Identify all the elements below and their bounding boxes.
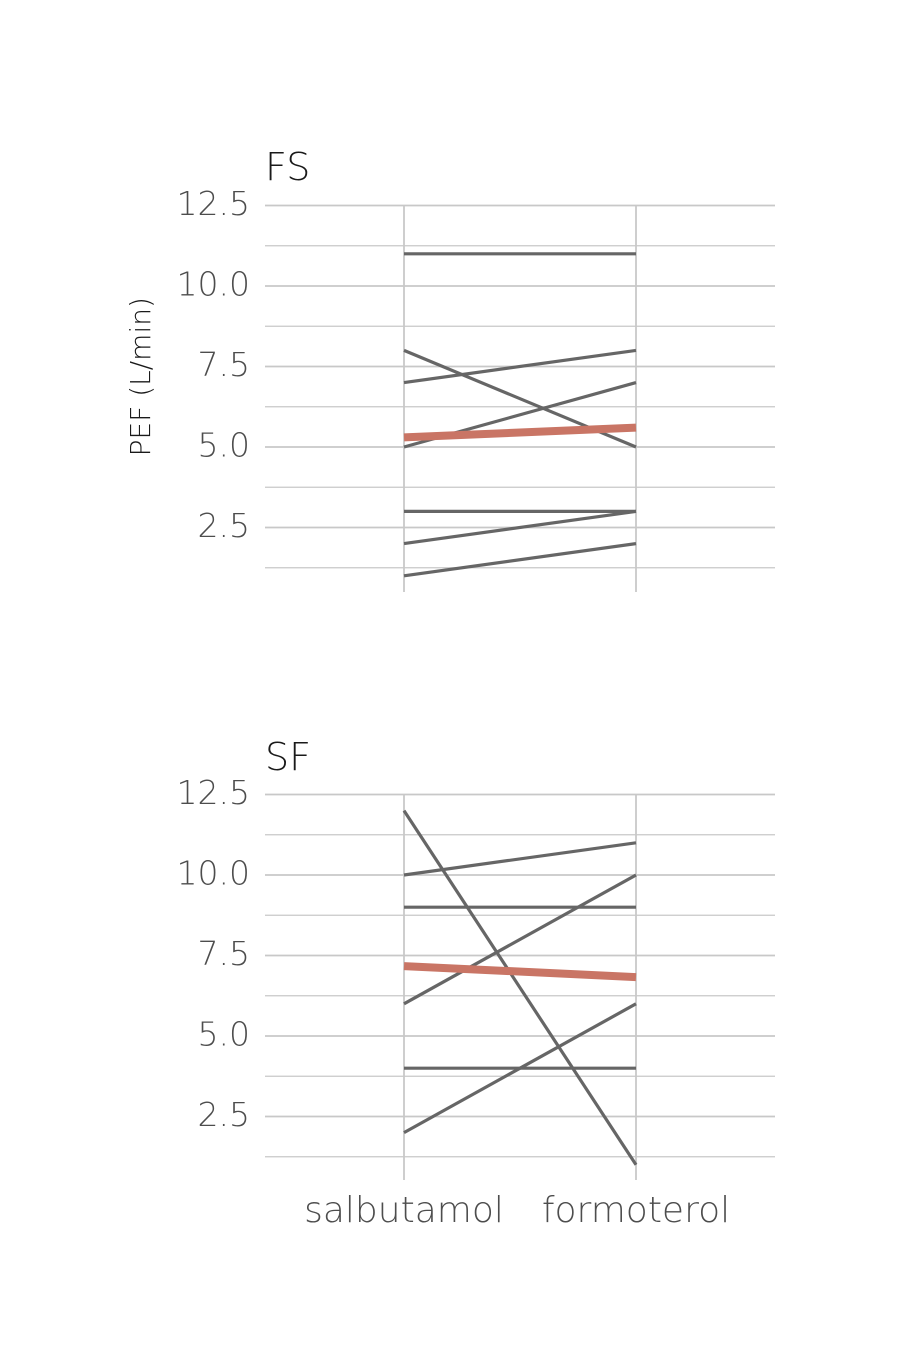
y-tick-label: 5.0 <box>198 1015 250 1054</box>
y-tick-label: 5.0 <box>198 426 250 465</box>
y-tick-label: 2.5 <box>198 506 250 545</box>
panel-fs: 2.5 5.0 7.5 10.0 12.5 FS PEF (L/min) <box>124 145 775 592</box>
panel-sf: 2.5 5.0 7.5 10.0 12.5 SF salbutamol formoterol <box>177 735 775 1231</box>
y-tick-label: 12.5 <box>177 773 250 812</box>
subject-line <box>403 1002 637 1134</box>
mean-line <box>403 423 637 442</box>
y-tick-label: 2.5 <box>198 1095 250 1134</box>
subject-line <box>403 509 637 546</box>
y-tick-label: 10.0 <box>177 854 250 893</box>
x-tick-label: salbutamol <box>304 1190 504 1231</box>
x-tick-label: formoterol <box>542 1190 730 1231</box>
y-tick-label: 10.0 <box>177 265 250 304</box>
subject-line <box>403 841 637 877</box>
subject-line <box>403 348 637 385</box>
panel-title: SF <box>265 735 311 779</box>
y-tick-label: 7.5 <box>198 345 250 384</box>
subject-line <box>403 873 637 1006</box>
y-tick-label: 7.5 <box>198 934 250 973</box>
subject-line <box>403 542 637 578</box>
panel-title: FS <box>265 145 310 189</box>
y-axis-label: PEF (L/min) <box>124 297 157 456</box>
mean-line <box>403 962 637 982</box>
y-tick-label: 12.5 <box>177 184 250 223</box>
